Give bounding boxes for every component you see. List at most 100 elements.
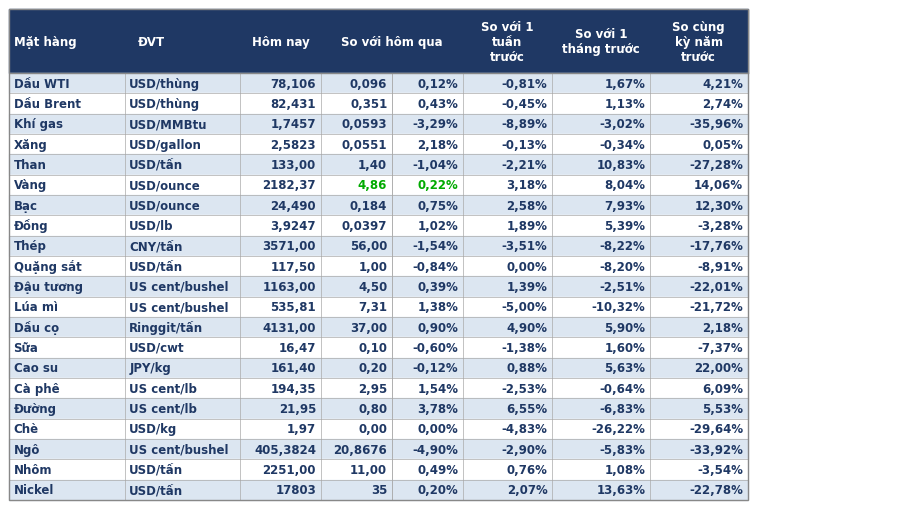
Text: 82,431: 82,431	[271, 98, 316, 111]
Text: 1,38%: 1,38%	[418, 300, 459, 314]
Text: 133,00: 133,00	[271, 159, 316, 172]
Text: -0,60%: -0,60%	[413, 341, 459, 354]
Bar	[9, 175, 747, 195]
Text: Ringgit/tấn: Ringgit/tấn	[129, 321, 203, 334]
Text: JPY/kg: JPY/kg	[129, 362, 171, 375]
Text: -8,89%: -8,89%	[501, 118, 548, 131]
Bar	[9, 378, 747, 398]
Text: Dầu Brent: Dầu Brent	[14, 98, 81, 111]
Text: 4131,00: 4131,00	[262, 321, 316, 334]
Text: 37,00: 37,00	[350, 321, 387, 334]
Text: -0,64%: -0,64%	[599, 382, 646, 395]
Text: US cent/bushel: US cent/bushel	[129, 300, 229, 314]
Text: 3,18%: 3,18%	[507, 179, 548, 192]
Text: 3,78%: 3,78%	[418, 402, 459, 415]
Text: 2182,37: 2182,37	[262, 179, 316, 192]
Text: 0,43%: 0,43%	[418, 98, 459, 111]
Bar	[9, 338, 747, 358]
Text: -1,38%: -1,38%	[502, 341, 548, 354]
Text: USD/ounce: USD/ounce	[129, 179, 201, 192]
Text: 10,83%: 10,83%	[597, 159, 646, 172]
Text: ĐVT: ĐVT	[138, 35, 165, 48]
Text: -1,04%: -1,04%	[413, 159, 459, 172]
Text: -5,00%: -5,00%	[502, 300, 548, 314]
Text: Mặt hàng: Mặt hàng	[14, 35, 76, 48]
Text: 194,35: 194,35	[271, 382, 316, 395]
Text: 5,63%: 5,63%	[605, 362, 646, 375]
Bar	[9, 216, 747, 236]
Text: -17,76%: -17,76%	[689, 240, 743, 253]
Text: 4,50: 4,50	[358, 280, 387, 293]
Text: -1,54%: -1,54%	[412, 240, 459, 253]
Text: 21,95: 21,95	[279, 402, 316, 415]
Text: -0,81%: -0,81%	[502, 77, 548, 90]
Text: 7,93%: 7,93%	[605, 199, 646, 212]
Bar	[9, 317, 747, 338]
Text: 1,67%: 1,67%	[605, 77, 646, 90]
Text: 0,096: 0,096	[350, 77, 387, 90]
Text: -3,02%: -3,02%	[599, 118, 646, 131]
Text: 1,00: 1,00	[359, 260, 387, 273]
Bar	[9, 297, 747, 317]
Text: 0,00%: 0,00%	[507, 260, 548, 273]
Text: 2,5823: 2,5823	[271, 138, 316, 152]
Bar	[9, 94, 747, 114]
Text: -3,28%: -3,28%	[697, 220, 743, 232]
Text: -21,72%: -21,72%	[689, 300, 743, 314]
Text: 0,0551: 0,0551	[341, 138, 387, 152]
Text: USD/lb: USD/lb	[129, 220, 173, 232]
Bar	[9, 277, 747, 297]
Text: 0,00%: 0,00%	[418, 423, 459, 435]
Text: USD/tấn: USD/tấn	[129, 159, 183, 172]
Text: 0,0397: 0,0397	[342, 220, 387, 232]
Text: USD/tấn: USD/tấn	[129, 483, 183, 496]
Text: -2,90%: -2,90%	[502, 443, 548, 456]
Text: Dầu cọ: Dầu cọ	[14, 321, 59, 334]
Text: -0,12%: -0,12%	[413, 362, 459, 375]
Text: 2,07%: 2,07%	[507, 483, 548, 496]
Text: 0,10: 0,10	[359, 341, 387, 354]
Text: USD/gallon: USD/gallon	[129, 138, 202, 152]
Text: -0,13%: -0,13%	[502, 138, 548, 152]
Text: 2251,00: 2251,00	[262, 463, 316, 476]
Text: 78,106: 78,106	[271, 77, 316, 90]
Text: -8,22%: -8,22%	[599, 240, 646, 253]
Text: So với 1
tuần
trước: So với 1 tuần trước	[481, 21, 534, 64]
Text: 22,00%: 22,00%	[695, 362, 743, 375]
Text: 4,86: 4,86	[358, 179, 387, 192]
Text: 2,58%: 2,58%	[507, 199, 548, 212]
Text: 56,00: 56,00	[350, 240, 387, 253]
Text: -4,90%: -4,90%	[412, 443, 459, 456]
Text: -2,51%: -2,51%	[599, 280, 646, 293]
Text: Sữa: Sữa	[14, 341, 38, 354]
Text: 405,3824: 405,3824	[254, 443, 316, 456]
Bar	[9, 480, 747, 500]
Text: Khí gas: Khí gas	[14, 118, 63, 131]
Text: Đồng: Đồng	[14, 219, 48, 233]
Text: 1,39%: 1,39%	[507, 280, 548, 293]
Text: Quặng sắt: Quặng sắt	[14, 260, 82, 274]
Text: Thép: Thép	[14, 240, 46, 253]
Text: Nhôm: Nhôm	[14, 463, 52, 476]
Text: 1,89%: 1,89%	[507, 220, 548, 232]
Bar	[9, 236, 747, 257]
Text: 4,90%: 4,90%	[507, 321, 548, 334]
Bar	[9, 135, 747, 155]
Bar	[9, 257, 747, 277]
Text: 0,05%: 0,05%	[702, 138, 743, 152]
Text: 1,13%: 1,13%	[605, 98, 646, 111]
Text: 12,30%: 12,30%	[695, 199, 743, 212]
Text: 0,80: 0,80	[358, 402, 387, 415]
Text: 0,90%: 0,90%	[418, 321, 459, 334]
Text: -5,83%: -5,83%	[599, 443, 646, 456]
Text: 5,53%: 5,53%	[702, 402, 743, 415]
Text: USD/ounce: USD/ounce	[129, 199, 201, 212]
Text: 1,02%: 1,02%	[418, 220, 459, 232]
Text: 1,97: 1,97	[287, 423, 316, 435]
Text: Ngô: Ngô	[14, 443, 40, 456]
Text: 16,47: 16,47	[279, 341, 316, 354]
Text: Chè: Chè	[14, 423, 39, 435]
Text: 0,20%: 0,20%	[418, 483, 459, 496]
Text: 2,18%: 2,18%	[702, 321, 743, 334]
Text: 0,20: 0,20	[359, 362, 387, 375]
